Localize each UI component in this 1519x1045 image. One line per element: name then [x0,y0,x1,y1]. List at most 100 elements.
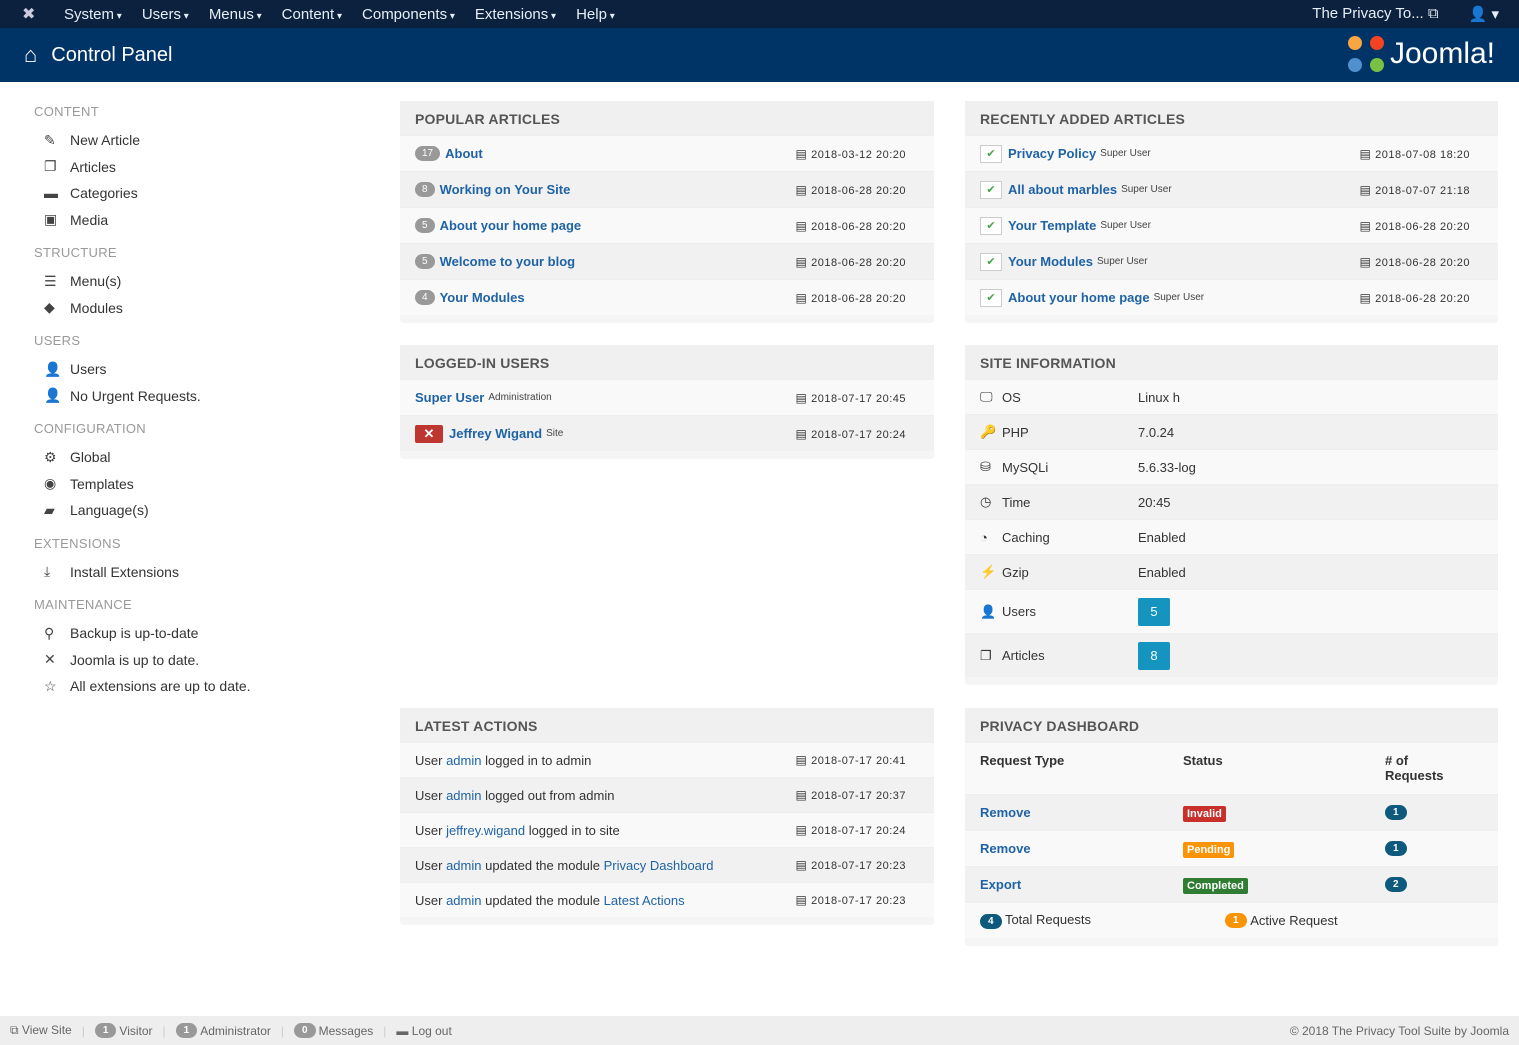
user-link[interactable]: admin [446,752,482,768]
sidebar-item[interactable]: ❐ Articles [34,154,374,181]
sidebar-item[interactable]: ⚲ Backup is up-to-date [34,620,374,647]
article-link[interactable]: Your Modules [439,290,525,305]
column-header: Status [1183,753,1223,768]
menu-system[interactable]: System [64,6,122,23]
article-link[interactable]: Privacy Policy [1008,146,1097,161]
sidebar-item[interactable]: 👤 No Urgent Requests. [34,383,374,410]
menu-components[interactable]: Components [362,6,455,23]
sidebar-item[interactable]: ✕ Joomla is up to date. [34,647,374,674]
date: 2018-07-07 21:18 [1359,183,1470,197]
article-link[interactable]: Your Template [1008,218,1097,233]
published-check-icon[interactable]: ✔ [980,144,1002,163]
published-check-icon[interactable]: ✔ [980,216,1002,235]
user-link[interactable]: admin [446,857,482,873]
action-text: User admin logged in to admin [415,753,591,768]
total-count-badge: 4 [980,914,1002,929]
sidebar-item[interactable]: 👤 Users [34,356,374,383]
sidebar-item-label: Media [70,211,109,228]
module-link[interactable]: Privacy Dashboard [603,857,714,873]
request-type-link[interactable]: Remove [980,805,1031,820]
info-key: MySQLi [1002,459,1049,475]
status-badge: Completed [1183,878,1248,894]
sidebar-item[interactable]: ◉ Templates [34,471,374,498]
sidebar: CONTENT ✎ New Article ❐ Articles ▬ Categories ▣… [34,104,374,712]
info-key: PHP [1002,424,1029,440]
joomla-logo-icon[interactable]: ✖ [22,6,36,23]
article-link[interactable]: Your Modules [1008,254,1093,269]
menu-extensions[interactable]: Extensions [475,6,556,23]
list-item: 8 Working on Your Site 2018-06-28 20:20 [400,171,934,207]
sidebar-item[interactable]: ▰ Language(s) [34,497,374,524]
hits-badge: 5 [415,218,435,233]
sidebar-item[interactable]: ⚙ Global [34,444,374,471]
sidebar-item[interactable]: ✎ New Article [34,127,374,154]
list-item: User jeffrey.wigand logged in to site 201… [400,812,934,847]
article-link[interactable]: Welcome to your blog [439,254,576,269]
sidebar-item-icon: ▣ [44,211,58,228]
user-menu[interactable]: 👤 ▾ [1468,6,1499,23]
hits-badge: 17 [415,146,441,161]
info-value: 20:45 [1138,494,1171,510]
user-link[interactable]: Super User [415,390,485,405]
user-link[interactable]: admin [446,787,482,803]
sidebar-item[interactable]: ☰ Menu(s) [34,268,374,295]
published-check-icon[interactable]: ✔ [980,180,1002,199]
action-text: User admin logged out from admin [415,788,614,803]
menu-help[interactable]: Help [576,6,615,23]
client: Site [546,428,564,439]
article-link[interactable]: Working on Your Site [439,182,571,197]
sidebar-item-label: Users [70,361,107,378]
status-bar: ⧉ View Site | 1 Visitor | 1 Administrator | 0… [0,1016,1519,1045]
logout-link[interactable]: ▬ Log out [396,1023,452,1038]
sidebar-item[interactable]: ▣ Media [34,207,374,234]
info-value: Linux h [1138,389,1180,405]
site-link[interactable]: The Privacy To... ⧉ [1312,5,1439,22]
text: updated the module [481,857,604,873]
published-check-icon[interactable]: ✔ [980,252,1002,271]
request-type-link[interactable]: Export [980,877,1022,892]
article-link[interactable]: About your home page [1008,290,1150,305]
user-link[interactable]: admin [446,892,482,908]
sidebar-group: STRUCTURE ☰ Menu(s) ◆ Modules [34,245,374,321]
article-link[interactable]: All about marbles [1008,182,1118,197]
sidebar-item[interactable]: ☆ All extensions are up to date. [34,673,374,700]
info-value[interactable]: 5 [1138,597,1170,626]
article-link[interactable]: About your home page [439,218,582,233]
info-value: Enabled [1138,564,1186,580]
count-badge: 1 [1385,841,1407,856]
article-link[interactable]: About [445,146,483,161]
published-check-icon[interactable]: ✔ [980,288,1002,307]
count-badge: 2 [1385,877,1407,892]
sidebar-group: CONFIGURATION ⚙ Global ◉ Templates ▰ Language(… [34,421,374,524]
date: 2018-07-17 20:41 [795,753,906,767]
sidebar-item[interactable]: ◆ Modules [34,295,374,322]
client: Administration [488,392,552,403]
sidebar-item[interactable]: ⤓ Install Extensions [34,559,374,586]
logout-user-button[interactable]: ✕ [415,424,443,443]
view-site-link[interactable]: ⧉ View Site [10,1023,72,1037]
sidebar-group: MAINTENANCE ⚲ Backup is up-to-date ✕ Joomla … [34,597,374,700]
messages-link[interactable]: Messages [318,1023,374,1038]
date: 2018-06-28 20:20 [795,183,906,197]
action-text: User admin updated the module Latest Act… [415,893,685,908]
menu-menus[interactable]: Menus [209,6,262,23]
module-link[interactable]: Latest Actions [603,892,685,908]
sidebar-item[interactable]: ▬ Categories [34,180,374,207]
visitor-count-badge: 1 [94,1023,117,1038]
user-icon: 👤 [1468,6,1488,23]
user-link[interactable]: jeffrey.wigand [446,822,526,838]
menu-content[interactable]: Content [282,6,342,23]
info-value[interactable]: 8 [1138,641,1170,670]
user-link[interactable]: Jeffrey Wigand [449,426,543,441]
request-type-link[interactable]: Remove [980,841,1031,856]
text: updated the module [481,892,604,908]
sidebar-item-icon: 👤 [44,360,62,377]
list-item: User admin logged out from admin 2018-07-… [400,777,934,812]
list-item: 5 About your home page 2018-06-28 20:20 [400,207,934,243]
sidebar-item-label: Templates [70,475,134,492]
menu-users[interactable]: Users [142,6,189,23]
info-row: ⚡ Gzip Enabled [965,554,1498,589]
